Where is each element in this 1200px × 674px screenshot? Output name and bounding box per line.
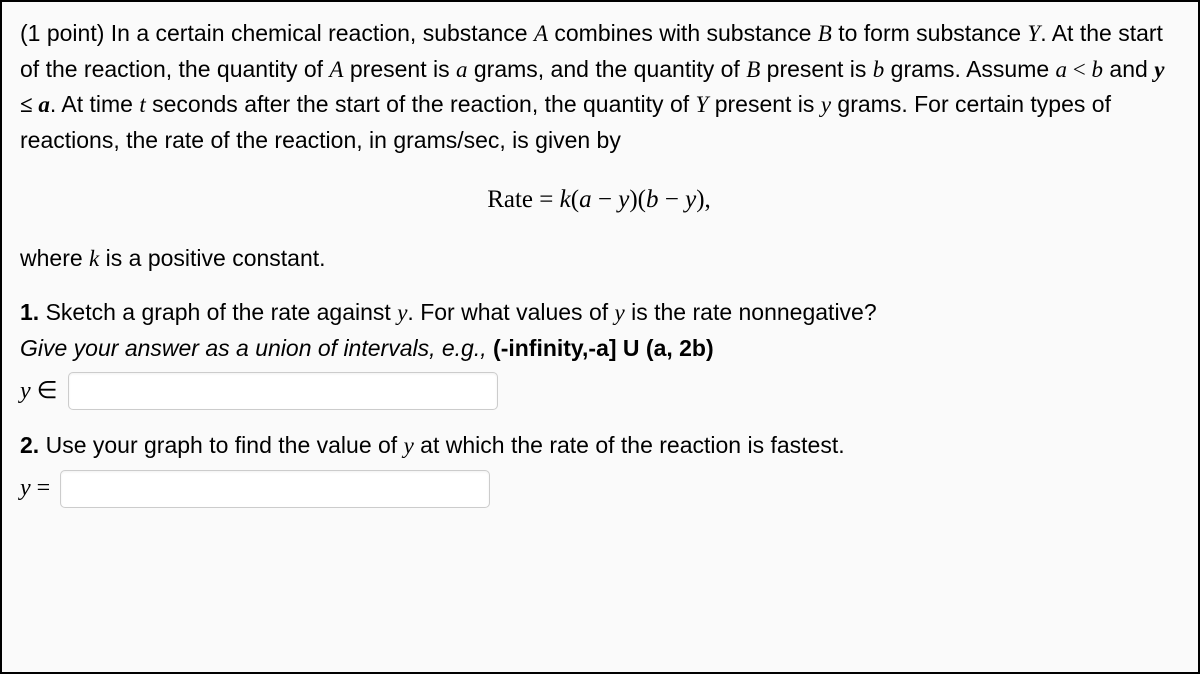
var-Y: Y [1027, 21, 1040, 46]
question-1-text: 1. Sketch a graph of the rate against y.… [20, 295, 1178, 331]
text: present is [343, 56, 456, 82]
hint-example: (-infinity,-a] U (a, 2b) [493, 335, 714, 361]
var-a: a [456, 57, 468, 82]
ineq-lhs: a [1056, 57, 1068, 82]
var-y: y [618, 186, 629, 213]
ineq-rhs: a [38, 92, 50, 117]
text: . For what values of [407, 299, 614, 325]
var-y: y [615, 300, 625, 325]
text: present is [760, 56, 873, 82]
text: is a positive constant. [99, 245, 325, 271]
element-of: ∈ [31, 378, 58, 404]
paren: )( [629, 186, 646, 213]
text: where [20, 245, 89, 271]
var-y: y [20, 378, 31, 404]
var-k: k [560, 186, 571, 213]
text: Use your graph to find the value of [39, 432, 403, 458]
paren: ( [571, 186, 579, 213]
text: combines with substance [548, 20, 818, 46]
ineq-rhs: b [1092, 57, 1104, 82]
eq-sign: = [533, 186, 560, 213]
var-b: b [646, 186, 659, 213]
question-1-hint: Give your answer as a union of intervals… [20, 331, 1178, 367]
question-1: 1. Sketch a graph of the rate against y.… [20, 295, 1178, 410]
text: In a certain chemical reaction, substanc… [111, 20, 534, 46]
ineq-op: < [1067, 57, 1091, 82]
text: and [1103, 56, 1154, 82]
rate-word: Rate [487, 186, 533, 213]
hint-text: Give your answer as a union of intervals… [20, 335, 493, 361]
var-y: y [821, 92, 831, 117]
text: Sketch a graph of the rate against [39, 299, 397, 325]
answer-row-2: y = [20, 470, 1178, 508]
var-k: k [89, 246, 99, 271]
var-A: A [534, 21, 548, 46]
question-number: 2. [20, 432, 39, 458]
text: present is [708, 91, 821, 117]
ineq-lhs: y [1154, 57, 1164, 82]
minus: − [658, 186, 685, 213]
rate-formula: Rate = k(a − y)(b − y), [20, 181, 1178, 220]
problem-intro: (1 point) In a certain chemical reaction… [20, 16, 1178, 159]
var-Y: Y [696, 92, 709, 117]
text: grams, and the quantity of [467, 56, 746, 82]
paren: ), [696, 186, 711, 213]
question-2-text: 2. Use your graph to find the value of y… [20, 428, 1178, 464]
points-label: (1 point) [20, 20, 111, 46]
answer-2-input[interactable] [60, 470, 490, 508]
var-B: B [818, 21, 832, 46]
var-y: y [404, 433, 414, 458]
minus: − [592, 186, 619, 213]
text: seconds after the start of the reaction,… [146, 91, 696, 117]
var-B: B [746, 57, 760, 82]
var-y: y [685, 186, 696, 213]
where-clause: where k is a positive constant. [20, 241, 1178, 277]
ineq-op: ≤ [20, 92, 38, 117]
eq-sign: = [31, 475, 51, 501]
problem-container: (1 point) In a certain chemical reaction… [0, 0, 1200, 674]
question-number: 1. [20, 299, 39, 325]
text: is the rate nonnegative? [625, 299, 877, 325]
var-y: y [20, 475, 31, 501]
text: at which the rate of the reaction is fas… [414, 432, 845, 458]
answer-1-label: y ∈ [20, 373, 58, 410]
answer-row-1: y ∈ [20, 372, 1178, 410]
text: grams. Assume [884, 56, 1055, 82]
answer-2-label: y = [20, 470, 50, 507]
text: . At time [50, 91, 139, 117]
var-A: A [329, 57, 343, 82]
answer-1-input[interactable] [68, 372, 498, 410]
var-b: b [873, 57, 885, 82]
question-2: 2. Use your graph to find the value of y… [20, 428, 1178, 508]
var-a: a [579, 186, 592, 213]
text: to form substance [832, 20, 1028, 46]
var-y: y [397, 300, 407, 325]
